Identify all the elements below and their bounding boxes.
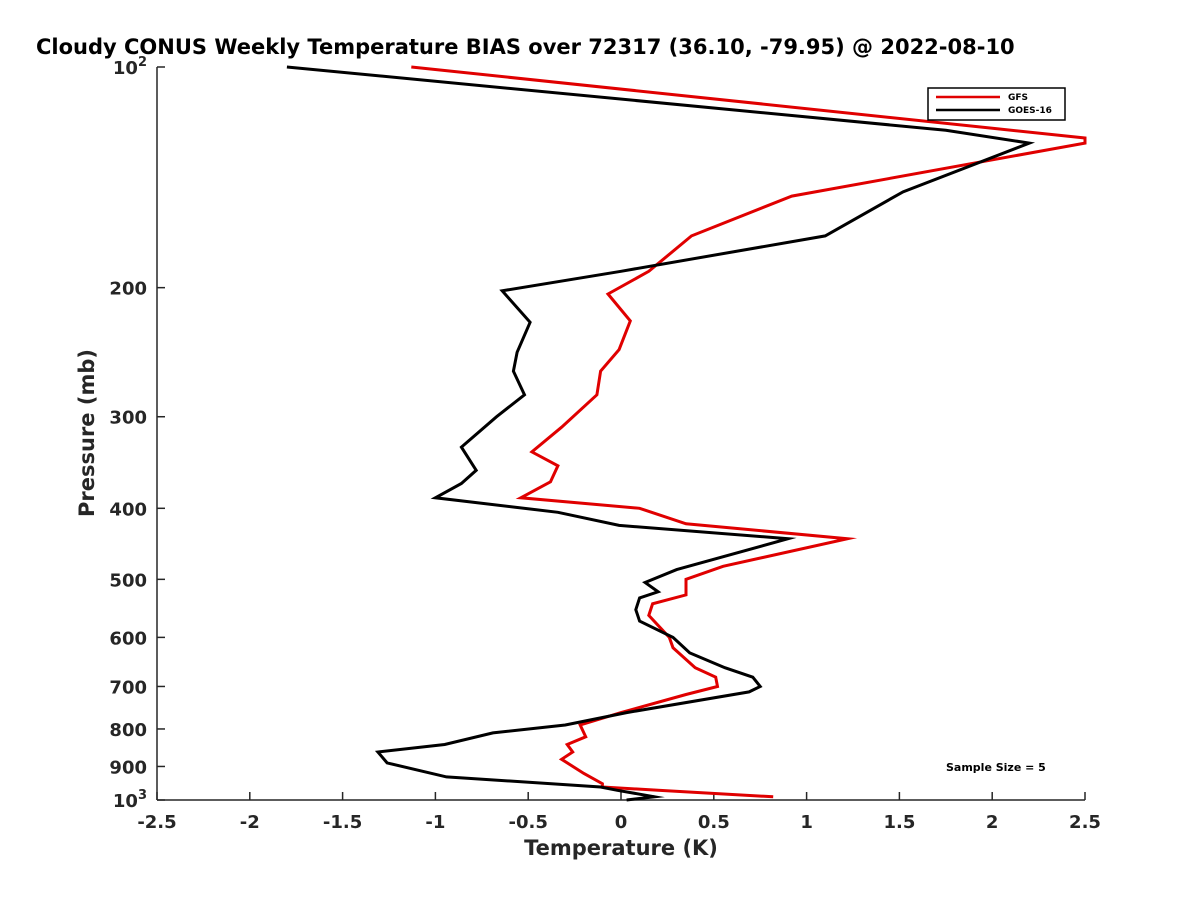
x-tick-label: -2.5 bbox=[137, 812, 176, 833]
sample-size-annotation: Sample Size = 5 bbox=[946, 761, 1046, 774]
x-tick-label: 1.5 bbox=[883, 812, 915, 833]
x-tick-label: -1 bbox=[425, 812, 445, 833]
x-axis: -2.5 -2 -1.5 -1 -0.5 0 0.5 1 1.5 2 2.5 bbox=[137, 792, 1101, 833]
x-tick-label: 2 bbox=[986, 812, 999, 833]
x-tick-label: -1.5 bbox=[323, 812, 362, 833]
x-tick-label: 1 bbox=[800, 812, 813, 833]
x-axis-label: Temperature (K) bbox=[524, 836, 718, 860]
y-tick-label: 103 bbox=[113, 788, 147, 812]
y-axis: 102 200 300 400 500 600 700 800 900 103 bbox=[109, 55, 165, 812]
y-tick-label: 700 bbox=[109, 677, 147, 698]
legend-label: GOES-16 bbox=[1008, 106, 1052, 116]
y-tick-label: 800 bbox=[109, 720, 147, 741]
y-tick-label: 102 bbox=[113, 55, 147, 79]
plot-area bbox=[156, 67, 1085, 801]
x-tick-label: -2 bbox=[240, 812, 260, 833]
legend-box bbox=[927, 87, 1066, 121]
x-tick-label: 0.5 bbox=[698, 812, 730, 833]
y-tick-label: 500 bbox=[109, 570, 147, 591]
series-line-gfs bbox=[411, 65, 1087, 799]
x-tick-label: 2.5 bbox=[1069, 812, 1101, 833]
x-tick-label: 0 bbox=[615, 812, 628, 833]
x-tick-label: -0.5 bbox=[509, 812, 548, 833]
series-line-goes-16 bbox=[286, 65, 1036, 802]
chart-title: Cloudy CONUS Weekly Temperature BIAS ove… bbox=[36, 35, 1015, 59]
y-tick-label: 600 bbox=[109, 628, 147, 649]
y-axis-label: Pressure (mb) bbox=[75, 349, 99, 517]
y-tick-label: 200 bbox=[109, 279, 147, 300]
y-tick-label: 300 bbox=[109, 408, 147, 429]
legend-label: GFS bbox=[1008, 93, 1028, 103]
y-tick-label: 400 bbox=[109, 499, 147, 520]
y-tick-label: 900 bbox=[109, 757, 147, 778]
legend: GFS GOES-16 bbox=[927, 87, 1066, 121]
series-group bbox=[286, 65, 1087, 802]
